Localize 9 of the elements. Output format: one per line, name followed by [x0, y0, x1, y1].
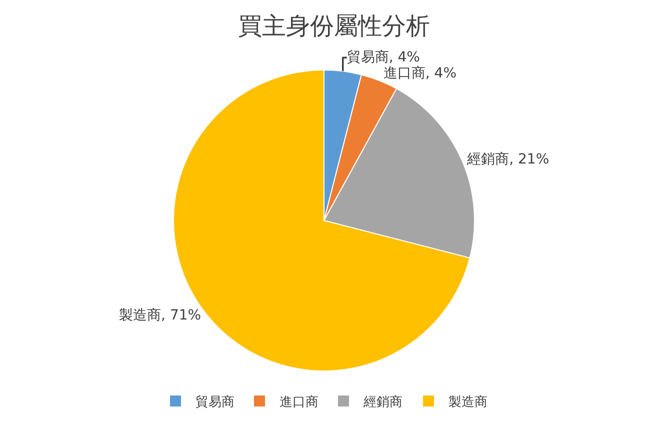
data-label: 經銷商, 21% [466, 151, 550, 168]
data-label: 進口商, 4% [383, 66, 457, 82]
legend-label: 進口商 [280, 395, 318, 410]
data-label: 製造商, 71% [119, 308, 202, 324]
chart-title: 買主身份屬性分析 [238, 12, 430, 40]
legend-label: 貿易商 [196, 395, 234, 410]
data-label: 貿易商, 4% [346, 50, 420, 66]
legend-label: 製造商 [448, 395, 488, 410]
legend-label: 經銷商 [362, 395, 402, 410]
